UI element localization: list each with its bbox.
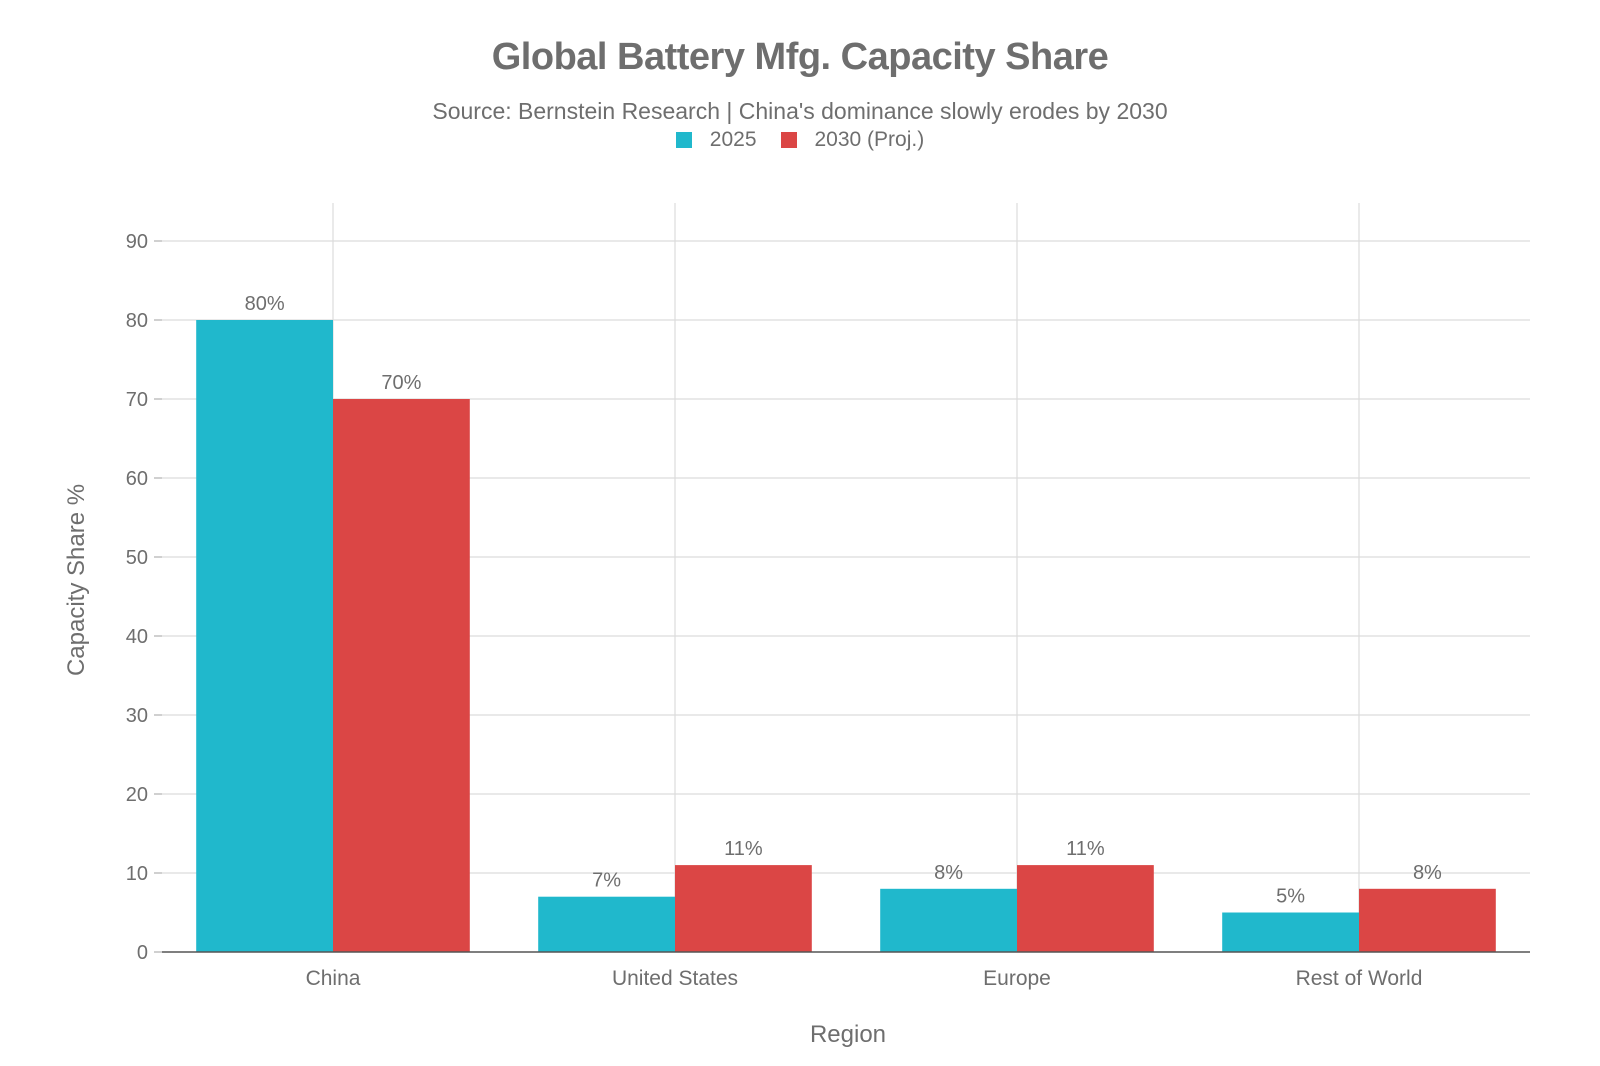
bar-value-label: 70% bbox=[381, 372, 421, 394]
bar-2025-europe[interactable] bbox=[880, 888, 1017, 952]
x-tick-label: United States bbox=[612, 967, 738, 990]
x-tick-label: Europe bbox=[983, 967, 1051, 990]
bar-value-label: 7% bbox=[592, 870, 621, 892]
x-tick-label: Rest of World bbox=[1296, 967, 1423, 990]
bar-2025-china[interactable] bbox=[196, 320, 333, 952]
y-tick-label: 0 bbox=[137, 942, 148, 964]
bars-layer bbox=[196, 320, 1496, 952]
bar-value-label: 8% bbox=[1413, 862, 1442, 884]
bar-value-label: 11% bbox=[724, 838, 763, 860]
x-tick-label: China bbox=[306, 967, 361, 990]
axis-layer: 0 10 20 30 40 50 60 70 80 90 China United States Eur… bbox=[126, 231, 1530, 990]
legend-item-2025[interactable]: 2025 bbox=[675, 128, 757, 152]
labels-layer: 80% 7% 8% 5% 70% 11% 11% 8% bbox=[245, 293, 1442, 908]
bar-2025-rest-of-world[interactable] bbox=[1222, 912, 1359, 953]
x-axis-title: Region bbox=[810, 1021, 886, 1048]
chart-title: Global Battery Mfg. Capacity Share bbox=[491, 36, 1109, 78]
y-tick-label: 70 bbox=[126, 389, 148, 411]
legend-swatch-2025 bbox=[675, 132, 692, 148]
y-tick-label: 90 bbox=[126, 231, 148, 253]
bar-2030-europe[interactable] bbox=[1017, 865, 1154, 952]
y-tick-label: 80 bbox=[126, 310, 148, 332]
y-tick-label: 60 bbox=[126, 468, 148, 490]
y-tick-label: 20 bbox=[126, 784, 148, 806]
bar-value-label: 5% bbox=[1276, 886, 1305, 908]
legend-label-2025: 2025 bbox=[709, 128, 757, 151]
legend-item-2030[interactable]: 2030 (Proj.) bbox=[780, 128, 925, 152]
y-axis-title: Capacity Share % bbox=[63, 484, 90, 676]
bar-2025-united-states[interactable] bbox=[538, 896, 675, 952]
bar-value-label: 11% bbox=[1066, 838, 1105, 860]
y-tick-label: 10 bbox=[126, 863, 148, 885]
legend-label-2030: 2030 (Proj.) bbox=[814, 128, 925, 151]
legend: 2025 2030 (Proj.) bbox=[0, 128, 1600, 152]
y-tick-label: 50 bbox=[126, 547, 148, 569]
bar-2030-rest-of-world[interactable] bbox=[1359, 888, 1496, 952]
chart-subtitle: Source: Bernstein Research | China's dom… bbox=[432, 98, 1168, 124]
legend-swatch-2030 bbox=[780, 132, 797, 148]
bar-value-label: 80% bbox=[245, 293, 285, 315]
y-tick-label: 40 bbox=[126, 626, 148, 648]
y-tick-label: 30 bbox=[126, 705, 148, 727]
bar-2030-china[interactable] bbox=[333, 399, 470, 952]
bar-value-label: 8% bbox=[934, 862, 963, 884]
bar-2030-united-states[interactable] bbox=[675, 865, 812, 952]
